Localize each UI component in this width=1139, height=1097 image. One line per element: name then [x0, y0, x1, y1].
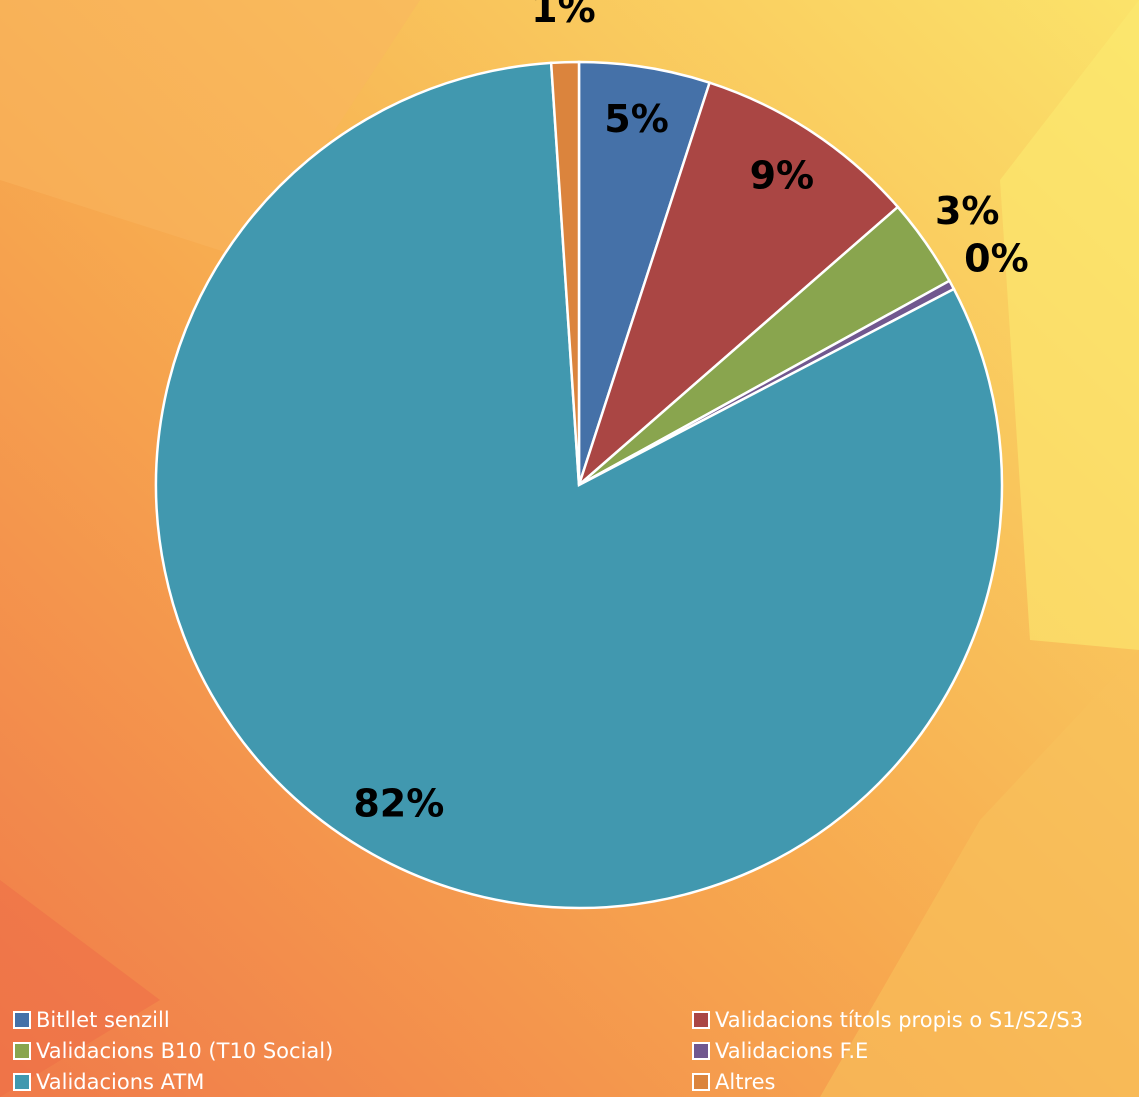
- legend-label: Validacions F.E: [715, 1039, 868, 1063]
- legend-label: Bitllet senzill: [36, 1008, 170, 1032]
- pie: 5% 9% 3%0% 82% 1%: [154, 0, 1029, 910]
- legend-swatch: [13, 1042, 31, 1060]
- legend-label: Validacions B10 (T10 Social): [36, 1039, 333, 1063]
- legend: Bitllet senzill Validacions títols propis…: [13, 1008, 1083, 1094]
- pie-slice: [549, 60, 581, 486]
- background-shape: [1000, 0, 1139, 650]
- legend-swatch: [13, 1073, 31, 1091]
- data-label: 0%: [964, 236, 1029, 280]
- data-label: 9%: [750, 153, 815, 197]
- legend-swatch: [692, 1073, 710, 1091]
- background-shape: [0, 880, 160, 1097]
- legend-label: Validacions ATM: [36, 1070, 204, 1094]
- legend-label: Altres: [715, 1070, 775, 1094]
- legend-swatch: [692, 1042, 710, 1060]
- legend-swatch: [692, 1011, 710, 1029]
- legend-label: Validacions títols propis o S1/S2/S3: [715, 1008, 1083, 1032]
- background-shape: [820, 650, 1139, 1097]
- data-label: 82%: [353, 781, 444, 825]
- background-shape: [0, 0, 420, 260]
- data-label: 1%: [531, 0, 596, 31]
- data-label: 3%: [935, 189, 1000, 233]
- pie-slice: [154, 61, 1004, 910]
- legend-swatch: [13, 1011, 31, 1029]
- pie-slice: [576, 81, 900, 489]
- data-label: 5%: [604, 97, 669, 141]
